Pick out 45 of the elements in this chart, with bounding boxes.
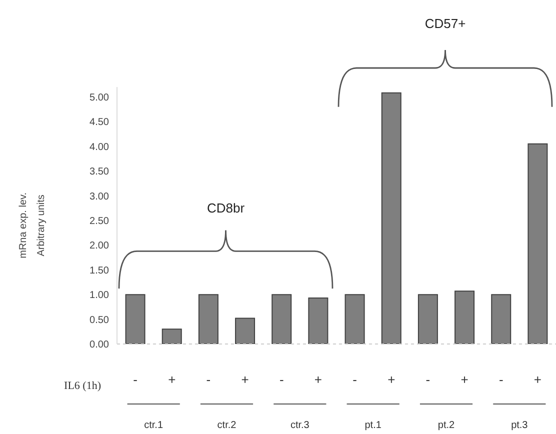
y-axis-title: mRna exp. lev. Arbitrary units (18, 192, 47, 258)
y-tick-label: 4.50 (90, 117, 110, 128)
text: ctr.3 (290, 420, 310, 431)
y-tick-label: 1.50 (90, 265, 110, 276)
text: ctr.2 (217, 420, 237, 431)
bar (272, 294, 292, 344)
y-tick-label: 1.00 (90, 290, 110, 302)
x-tick-label: + (314, 372, 322, 387)
text: pt.3 (511, 420, 528, 431)
y-tick-label: 4.00 (90, 142, 110, 153)
x-axis-title: IL6 (1h) (64, 380, 102, 392)
bar (528, 143, 548, 344)
x-tick-label: - (133, 372, 138, 387)
bar (381, 92, 402, 344)
x-tick-label: - (426, 372, 430, 387)
bar (491, 294, 512, 344)
text: ctr.1 (144, 420, 164, 431)
text: CD57+ (424, 16, 466, 31)
y-tick-label: 0.00 (90, 340, 110, 351)
y-tick-label: 2.50 (90, 216, 110, 227)
annotation: CD8br (206, 200, 246, 216)
bar (308, 298, 328, 344)
x-tick-label: - (279, 372, 284, 387)
bar (162, 328, 182, 344)
y-tick-label: 0.50 (90, 314, 110, 326)
y-tick-label: 3.00 (90, 191, 110, 202)
y-tick-label: 3.50 (90, 166, 110, 178)
text: pt.2 (438, 420, 456, 431)
x-tick-label: + (168, 372, 176, 387)
bar (198, 294, 218, 344)
x-tick-label: + (241, 372, 249, 387)
bar (418, 294, 438, 344)
bar (125, 294, 146, 344)
bar (454, 290, 475, 344)
x-tick-label: - (352, 372, 357, 387)
y-tick-label: 5.00 (90, 92, 110, 104)
bar (344, 294, 365, 344)
x-tick-label: - (498, 372, 504, 387)
x-tick-label: + (388, 372, 396, 387)
x-tick-label: + (460, 372, 468, 387)
x-tick-label: - (206, 372, 211, 387)
text: pt.1 (364, 420, 382, 431)
x-tick-label: + (534, 372, 542, 387)
y-tick-label: 2.00 (90, 240, 110, 252)
bar (235, 318, 256, 344)
